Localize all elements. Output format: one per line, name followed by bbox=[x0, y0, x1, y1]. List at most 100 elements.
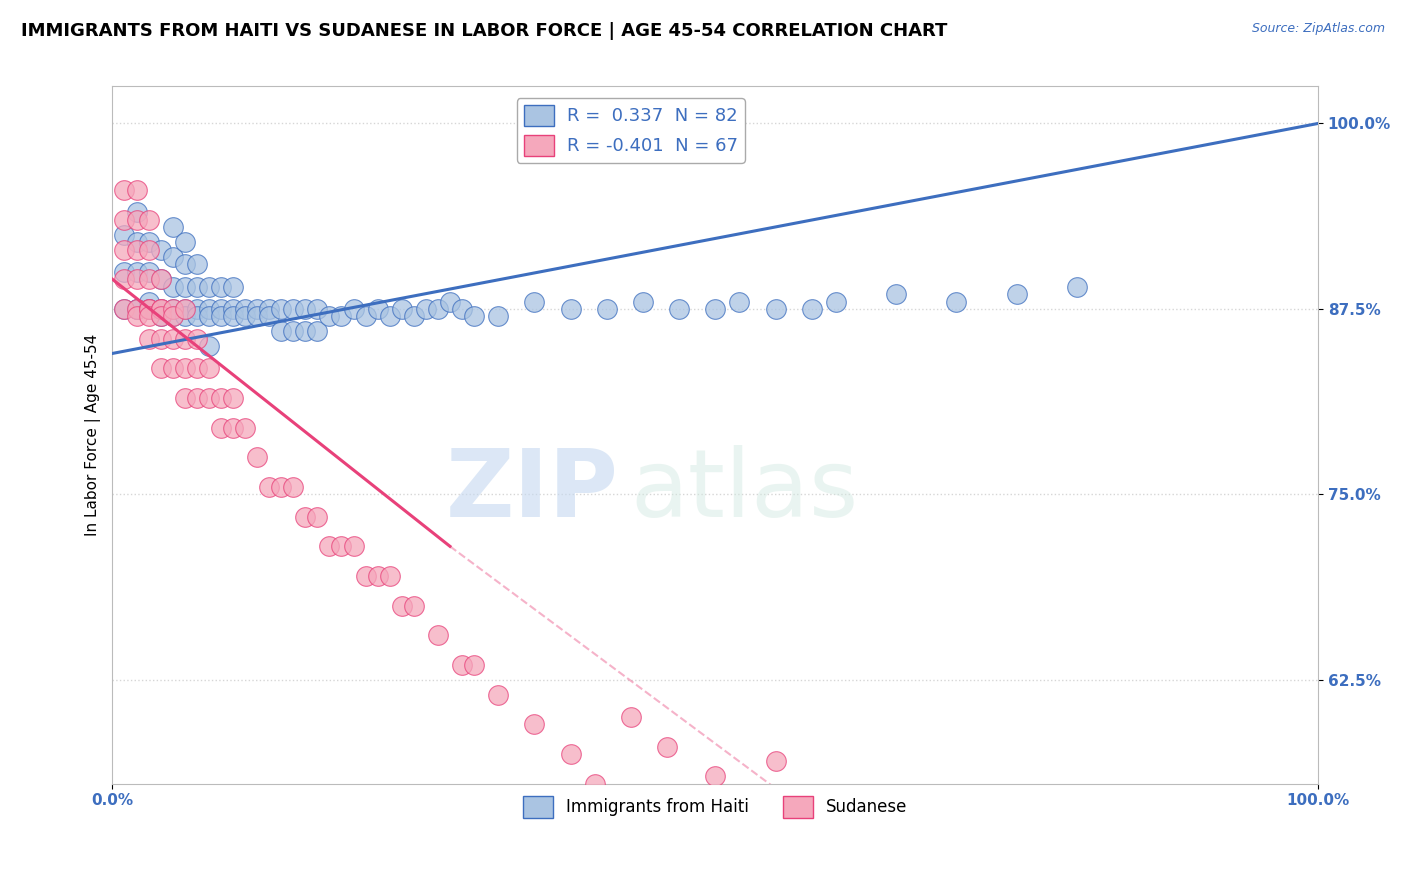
Point bbox=[209, 279, 232, 293]
Point bbox=[233, 420, 256, 434]
Point bbox=[367, 301, 389, 316]
Point bbox=[294, 301, 316, 316]
Point bbox=[209, 391, 232, 405]
Point bbox=[283, 324, 305, 338]
Point bbox=[173, 391, 195, 405]
Point bbox=[209, 301, 232, 316]
Point bbox=[186, 279, 208, 293]
Point bbox=[378, 310, 401, 324]
Point bbox=[114, 265, 136, 279]
Point bbox=[728, 294, 751, 309]
Point bbox=[173, 332, 195, 346]
Point bbox=[125, 183, 148, 197]
Point bbox=[439, 294, 461, 309]
Point bbox=[186, 301, 208, 316]
Point bbox=[222, 279, 245, 293]
Point bbox=[138, 243, 160, 257]
Point bbox=[138, 294, 160, 309]
Point bbox=[198, 310, 221, 324]
Point bbox=[391, 301, 413, 316]
Point bbox=[704, 769, 727, 783]
Point bbox=[620, 710, 643, 724]
Point bbox=[824, 294, 846, 309]
Point bbox=[402, 599, 425, 613]
Point bbox=[125, 301, 148, 316]
Point bbox=[162, 361, 184, 376]
Point bbox=[402, 310, 425, 324]
Point bbox=[149, 301, 172, 316]
Point bbox=[138, 301, 160, 316]
Point bbox=[426, 628, 449, 642]
Point bbox=[125, 301, 148, 316]
Point bbox=[800, 301, 823, 316]
Point bbox=[198, 361, 221, 376]
Text: Source: ZipAtlas.com: Source: ZipAtlas.com bbox=[1251, 22, 1385, 36]
Point bbox=[173, 301, 195, 316]
Point bbox=[114, 213, 136, 227]
Point bbox=[125, 235, 148, 249]
Point bbox=[318, 310, 340, 324]
Point bbox=[125, 272, 148, 286]
Point bbox=[149, 301, 172, 316]
Point bbox=[307, 324, 329, 338]
Point bbox=[270, 324, 292, 338]
Point bbox=[378, 569, 401, 583]
Text: ZIP: ZIP bbox=[446, 445, 619, 537]
Point bbox=[162, 220, 184, 235]
Point bbox=[486, 310, 509, 324]
Point bbox=[765, 301, 787, 316]
Point bbox=[162, 310, 184, 324]
Point bbox=[391, 599, 413, 613]
Point bbox=[209, 310, 232, 324]
Point bbox=[704, 301, 727, 316]
Point bbox=[222, 420, 245, 434]
Point bbox=[270, 480, 292, 494]
Text: atlas: atlas bbox=[631, 445, 859, 537]
Point bbox=[354, 569, 377, 583]
Point bbox=[257, 310, 280, 324]
Point bbox=[149, 310, 172, 324]
Point bbox=[114, 301, 136, 316]
Point bbox=[198, 339, 221, 353]
Point bbox=[125, 213, 148, 227]
Point bbox=[173, 279, 195, 293]
Point bbox=[560, 747, 582, 761]
Point bbox=[342, 301, 364, 316]
Point bbox=[233, 310, 256, 324]
Point bbox=[173, 310, 195, 324]
Point bbox=[138, 235, 160, 249]
Point bbox=[451, 301, 474, 316]
Point bbox=[186, 257, 208, 271]
Legend: Immigrants from Haiti, Sudanese: Immigrants from Haiti, Sudanese bbox=[516, 789, 914, 824]
Point bbox=[330, 310, 353, 324]
Point bbox=[149, 272, 172, 286]
Point bbox=[114, 243, 136, 257]
Point bbox=[114, 301, 136, 316]
Point bbox=[173, 257, 195, 271]
Point bbox=[233, 301, 256, 316]
Point bbox=[415, 301, 437, 316]
Point bbox=[173, 301, 195, 316]
Point bbox=[198, 279, 221, 293]
Point bbox=[354, 310, 377, 324]
Point bbox=[463, 658, 485, 673]
Point bbox=[114, 272, 136, 286]
Point bbox=[342, 539, 364, 553]
Point bbox=[125, 310, 148, 324]
Point bbox=[222, 301, 245, 316]
Point bbox=[222, 391, 245, 405]
Point bbox=[125, 301, 148, 316]
Point bbox=[162, 301, 184, 316]
Point bbox=[270, 301, 292, 316]
Point bbox=[186, 332, 208, 346]
Point bbox=[246, 301, 269, 316]
Point bbox=[655, 739, 678, 754]
Point bbox=[162, 310, 184, 324]
Point bbox=[246, 450, 269, 465]
Point bbox=[149, 361, 172, 376]
Point bbox=[945, 294, 967, 309]
Point bbox=[125, 243, 148, 257]
Point bbox=[294, 324, 316, 338]
Point bbox=[114, 183, 136, 197]
Point bbox=[257, 301, 280, 316]
